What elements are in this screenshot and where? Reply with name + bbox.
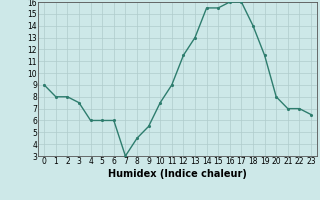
X-axis label: Humidex (Indice chaleur): Humidex (Indice chaleur) bbox=[108, 169, 247, 179]
